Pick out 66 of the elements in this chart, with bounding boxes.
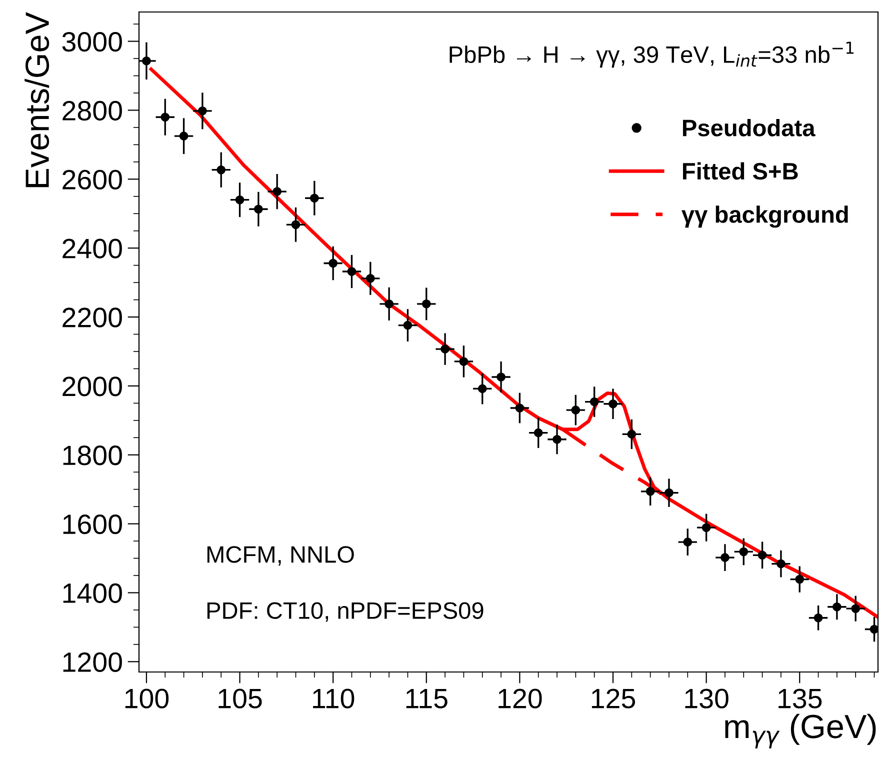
point	[478, 384, 487, 394]
x-tick-label: 125	[592, 688, 636, 708]
point	[795, 574, 804, 584]
point	[571, 406, 580, 414]
point	[440, 344, 450, 354]
point	[459, 357, 468, 366]
point	[851, 604, 860, 613]
x-tick-label: 115	[406, 688, 448, 708]
y-tick-label: 1800	[63, 446, 122, 466]
point	[142, 56, 151, 66]
point	[814, 614, 823, 622]
x-tick-label: 105	[218, 688, 262, 708]
y-tick-label: 1400	[63, 583, 122, 604]
point	[870, 624, 878, 634]
text: PbPb → H → γγ, 39 TeV, L$_{int}$=33 nb$^{−1}$	[450, 42, 854, 68]
y-tick-label: 3000	[62, 32, 122, 52]
point	[608, 399, 618, 408]
legend-label: Fitted S+B	[683, 162, 798, 180]
point	[720, 553, 730, 562]
point	[590, 397, 599, 406]
point	[216, 165, 226, 174]
point	[347, 267, 356, 276]
point	[534, 428, 543, 438]
x-tick-label: 110	[313, 688, 354, 708]
x-tick-label: 100	[125, 688, 169, 708]
point	[664, 488, 674, 498]
point	[179, 132, 188, 140]
annotation: MCFM, NNLO	[207, 546, 354, 566]
point	[758, 550, 767, 560]
point	[272, 187, 282, 196]
x-tick-label: 135	[778, 688, 822, 708]
y-tick-label: 2000	[62, 376, 122, 396]
point	[646, 487, 655, 496]
y-tick-label: 2800	[62, 100, 122, 121]
point	[310, 194, 319, 202]
point	[683, 538, 692, 546]
point	[366, 274, 375, 283]
point	[422, 300, 431, 308]
legend-label: γγ background	[682, 206, 848, 228]
point	[627, 430, 636, 439]
point	[198, 106, 207, 116]
point	[328, 258, 338, 268]
annotation: PDF: CT10, nPDF=EPS09	[207, 602, 484, 622]
y-tick-label: 1600	[63, 514, 122, 534]
legend-label: Pseudodata	[683, 119, 816, 136]
y-tick-label: 2400	[62, 238, 122, 258]
point	[235, 195, 244, 204]
point	[552, 434, 562, 444]
point	[160, 112, 170, 122]
point	[776, 559, 786, 568]
point	[739, 547, 748, 556]
y-tick-label: 1200	[63, 652, 122, 672]
point	[384, 300, 394, 308]
point	[702, 523, 711, 532]
point	[291, 220, 300, 230]
x-tick-label: 130	[685, 688, 728, 708]
point	[515, 404, 524, 412]
x-tick-label: 120	[498, 688, 542, 708]
y-tick-label: 2200	[62, 308, 122, 328]
y-tick-label: 2600	[62, 170, 122, 190]
point	[496, 372, 506, 382]
point	[403, 320, 412, 330]
x-axis-title: m$_{γγ}$ (GeV)	[725, 714, 876, 748]
point	[832, 602, 842, 612]
point	[254, 204, 263, 214]
y-axis-title: Events/GeV	[24, 12, 50, 188]
